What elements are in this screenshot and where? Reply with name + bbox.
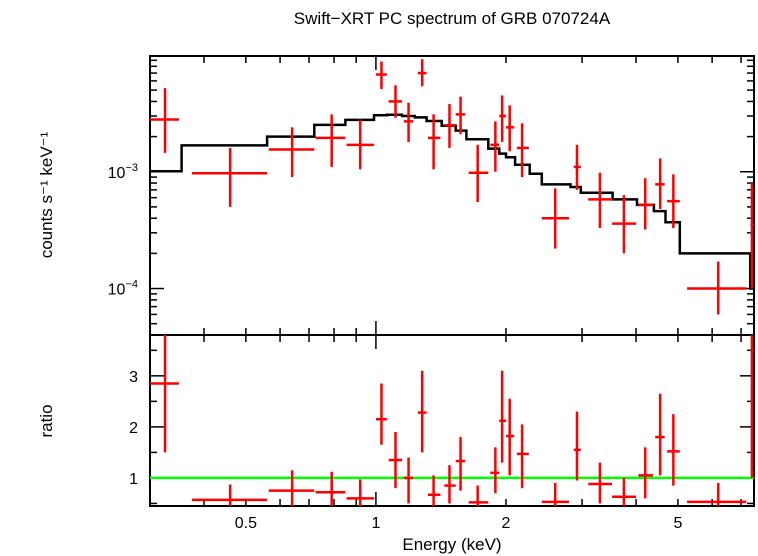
model-step-line bbox=[150, 113, 754, 290]
data-point bbox=[417, 59, 427, 87]
data-point bbox=[468, 144, 489, 203]
data-point bbox=[655, 393, 665, 476]
ratio-panel-frame bbox=[149, 334, 755, 507]
data-point bbox=[403, 457, 414, 504]
data-point bbox=[191, 484, 268, 506]
data-point bbox=[687, 261, 747, 315]
x-tick-label: 2 bbox=[502, 515, 511, 532]
data-point bbox=[468, 485, 489, 506]
x-tick-label: 1 bbox=[371, 515, 380, 532]
data-point bbox=[346, 479, 375, 506]
data-point bbox=[403, 102, 414, 142]
spectrum-y-axis-label: counts s⁻¹ keV⁻¹ bbox=[37, 131, 56, 258]
data-point bbox=[588, 462, 613, 504]
y-tick-label: 10−4 bbox=[108, 279, 138, 299]
data-point bbox=[667, 174, 680, 228]
data-point bbox=[573, 144, 581, 190]
data-point bbox=[516, 424, 529, 489]
x-axis-label: Energy (keV) bbox=[402, 535, 501, 554]
data-point bbox=[191, 147, 268, 207]
data-point bbox=[541, 188, 570, 249]
data-point bbox=[388, 431, 403, 489]
data-point bbox=[573, 411, 581, 481]
ratio-panel: 1 2 3 bbox=[129, 334, 755, 507]
data-point bbox=[268, 470, 315, 506]
data-point bbox=[455, 437, 466, 491]
data-point bbox=[428, 475, 441, 506]
ratio-data-points bbox=[150, 335, 754, 506]
model-curve bbox=[150, 113, 754, 290]
spectrum-panel-frame bbox=[149, 55, 755, 336]
x-tick-label: 5 bbox=[673, 515, 682, 532]
data-point bbox=[516, 123, 529, 178]
ratio-x-ticks bbox=[149, 335, 742, 506]
data-point bbox=[499, 95, 506, 142]
ratio-y-ticks bbox=[150, 349, 754, 505]
data-point bbox=[750, 335, 754, 478]
data-point bbox=[638, 178, 654, 230]
data-point bbox=[375, 383, 387, 445]
data-point bbox=[388, 85, 403, 118]
data-point bbox=[667, 414, 680, 486]
data-point bbox=[505, 105, 515, 152]
data-point bbox=[638, 447, 654, 499]
y-tick-label: 1 bbox=[129, 471, 138, 488]
spectrum-y-tick-labels: 10−3 10−4 bbox=[108, 162, 138, 299]
data-point bbox=[505, 398, 515, 476]
data-point bbox=[455, 96, 466, 135]
x-tick-labels: 0.5 1 2 5 bbox=[235, 515, 683, 532]
data-point bbox=[687, 483, 747, 506]
data-point bbox=[315, 114, 346, 167]
data-point bbox=[444, 465, 456, 504]
data-point bbox=[444, 104, 456, 148]
chart-title: Swift−XRT PC spectrum of GRB 070724A bbox=[294, 9, 611, 28]
data-point bbox=[490, 121, 500, 172]
ratio-y-tick-labels: 1 2 3 bbox=[129, 369, 138, 488]
y-tick-label: 3 bbox=[129, 369, 138, 386]
data-point bbox=[612, 477, 637, 506]
spectrum-data-points bbox=[150, 59, 754, 315]
data-point bbox=[499, 370, 506, 463]
data-point bbox=[541, 483, 570, 506]
data-point bbox=[346, 119, 375, 170]
data-point bbox=[490, 447, 500, 494]
data-point bbox=[612, 195, 637, 254]
spectrum-x-ticks bbox=[149, 56, 742, 335]
data-point bbox=[655, 158, 665, 209]
spectrum-y-ticks bbox=[150, 59, 754, 336]
data-point bbox=[428, 114, 441, 170]
ratio-y-axis-label: ratio bbox=[37, 404, 56, 437]
data-point bbox=[588, 172, 613, 228]
data-point bbox=[375, 61, 387, 90]
data-point bbox=[750, 183, 754, 289]
data-point bbox=[315, 471, 346, 506]
data-point bbox=[150, 335, 179, 453]
y-tick-label: 2 bbox=[129, 420, 138, 437]
spectrum-panel: 10−3 10−4 bbox=[108, 55, 755, 336]
data-point bbox=[417, 370, 427, 453]
x-tick-label: 0.5 bbox=[235, 515, 257, 532]
y-tick-label: 10−3 bbox=[108, 162, 138, 182]
data-point bbox=[150, 88, 179, 153]
data-point bbox=[268, 127, 315, 178]
